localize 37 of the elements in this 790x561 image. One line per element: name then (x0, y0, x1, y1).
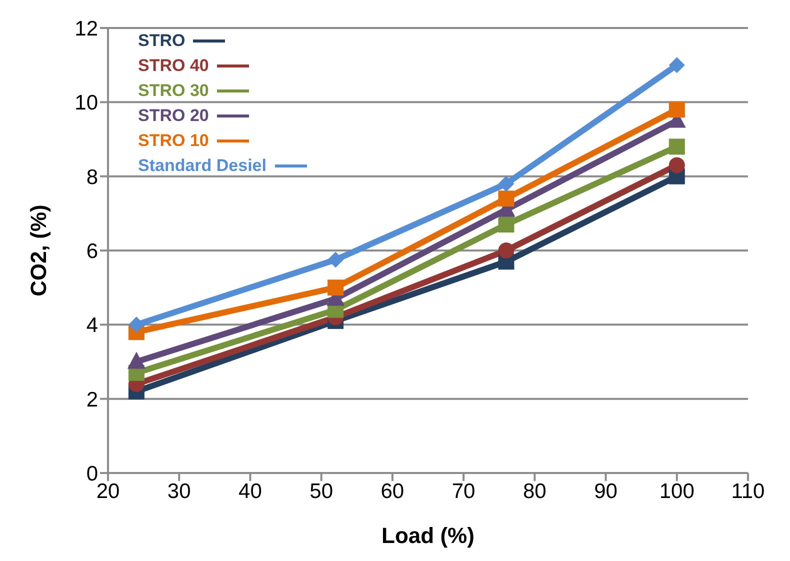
y-tick-label: 12 (74, 17, 98, 40)
legend-label: STRO 30 (138, 80, 209, 102)
x-tick-label: 60 (380, 480, 404, 503)
point (668, 57, 685, 74)
y-tick-label: 6 (86, 240, 98, 263)
legend-label: STRO 20 (138, 105, 209, 127)
point (128, 316, 144, 333)
legend-label: STRO 10 (138, 130, 209, 152)
y-tick-label: 0 (86, 462, 98, 486)
legend-label: Standard Desiel (138, 155, 266, 177)
point (668, 138, 685, 155)
point (127, 352, 146, 369)
x-tick-label: 70 (452, 480, 476, 503)
point (328, 252, 344, 268)
point (498, 176, 514, 192)
legend-label: STRO (138, 30, 186, 52)
y-tick-label: 2 (86, 388, 98, 412)
x-tick-label: 110 (731, 480, 765, 503)
x-axis-title: Load (%) (382, 523, 474, 548)
y-tick-label: 10 (74, 92, 98, 115)
x-tick-label: 80 (522, 480, 546, 503)
point (498, 216, 514, 233)
point (668, 102, 685, 118)
x-tick-label: 30 (167, 480, 191, 503)
x-tick-label: 50 (310, 480, 334, 503)
x-tick-label: 90 (594, 480, 618, 503)
legend-label: STRO 40 (138, 55, 209, 77)
x-tick-label: 40 (238, 480, 262, 503)
point (498, 190, 514, 207)
x-tick-label: 100 (659, 480, 694, 503)
y-tick-label: 4 (86, 314, 98, 338)
point (498, 242, 514, 258)
y-axis-title: CO2, (%) (26, 204, 51, 296)
y-tick-label: 8 (86, 166, 98, 189)
point (668, 157, 685, 174)
point (328, 280, 344, 296)
x-tick-label: 20 (96, 480, 120, 503)
